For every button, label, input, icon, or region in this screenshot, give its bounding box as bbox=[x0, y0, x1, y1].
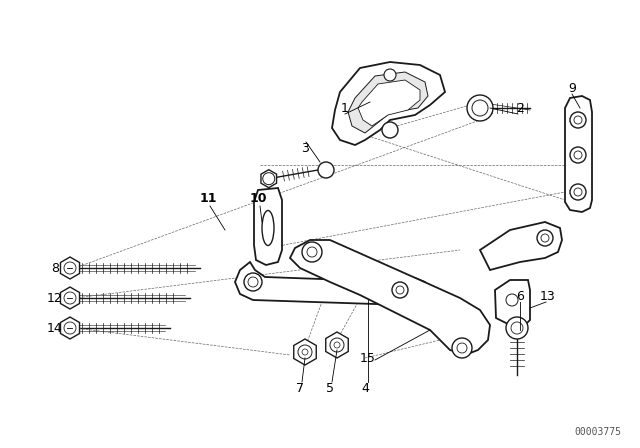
Circle shape bbox=[574, 151, 582, 159]
Polygon shape bbox=[348, 72, 428, 133]
Polygon shape bbox=[294, 339, 316, 365]
Polygon shape bbox=[254, 188, 282, 265]
Polygon shape bbox=[290, 240, 490, 355]
Circle shape bbox=[457, 343, 467, 353]
Text: 10: 10 bbox=[249, 191, 267, 204]
Circle shape bbox=[570, 184, 586, 200]
Text: 14: 14 bbox=[47, 322, 63, 335]
Text: 7: 7 bbox=[296, 382, 304, 395]
Polygon shape bbox=[60, 257, 79, 279]
Polygon shape bbox=[60, 317, 79, 339]
Circle shape bbox=[570, 147, 586, 163]
Text: 5: 5 bbox=[326, 382, 334, 395]
Polygon shape bbox=[60, 287, 79, 309]
Text: 6: 6 bbox=[516, 289, 524, 302]
Circle shape bbox=[244, 273, 262, 291]
Circle shape bbox=[541, 234, 549, 242]
Circle shape bbox=[506, 294, 518, 306]
Text: 8: 8 bbox=[51, 262, 59, 275]
Circle shape bbox=[537, 230, 553, 246]
Text: 4: 4 bbox=[361, 382, 369, 395]
Polygon shape bbox=[261, 170, 276, 188]
Text: 13: 13 bbox=[540, 289, 556, 302]
Circle shape bbox=[64, 262, 76, 274]
Circle shape bbox=[574, 188, 582, 196]
Circle shape bbox=[570, 112, 586, 128]
Polygon shape bbox=[332, 62, 445, 145]
Polygon shape bbox=[326, 332, 348, 358]
Text: 00003775: 00003775 bbox=[575, 427, 621, 437]
Circle shape bbox=[307, 247, 317, 257]
Text: 12: 12 bbox=[47, 292, 63, 305]
Polygon shape bbox=[565, 96, 592, 212]
Circle shape bbox=[302, 242, 322, 262]
Circle shape bbox=[574, 116, 582, 124]
Polygon shape bbox=[358, 80, 420, 126]
Polygon shape bbox=[480, 222, 562, 270]
Ellipse shape bbox=[262, 211, 274, 246]
Circle shape bbox=[467, 95, 493, 121]
Text: 11: 11 bbox=[199, 191, 217, 204]
Circle shape bbox=[330, 338, 344, 352]
Circle shape bbox=[334, 342, 340, 348]
Circle shape bbox=[382, 122, 398, 138]
Circle shape bbox=[318, 162, 334, 178]
Polygon shape bbox=[495, 280, 530, 325]
Text: 9: 9 bbox=[568, 82, 576, 95]
Polygon shape bbox=[470, 99, 490, 116]
Circle shape bbox=[384, 69, 396, 81]
Circle shape bbox=[392, 282, 408, 298]
Circle shape bbox=[472, 100, 488, 116]
Circle shape bbox=[396, 286, 404, 294]
Text: 15: 15 bbox=[360, 352, 376, 365]
Text: 2: 2 bbox=[516, 102, 524, 115]
Circle shape bbox=[506, 317, 528, 339]
Polygon shape bbox=[235, 262, 430, 305]
Circle shape bbox=[302, 349, 308, 355]
Text: 3: 3 bbox=[301, 142, 309, 155]
Circle shape bbox=[64, 322, 76, 334]
Circle shape bbox=[248, 277, 258, 287]
Circle shape bbox=[298, 345, 312, 359]
Circle shape bbox=[511, 322, 523, 334]
Text: 1: 1 bbox=[341, 102, 349, 115]
Circle shape bbox=[263, 172, 275, 185]
Circle shape bbox=[64, 292, 76, 304]
Circle shape bbox=[452, 338, 472, 358]
